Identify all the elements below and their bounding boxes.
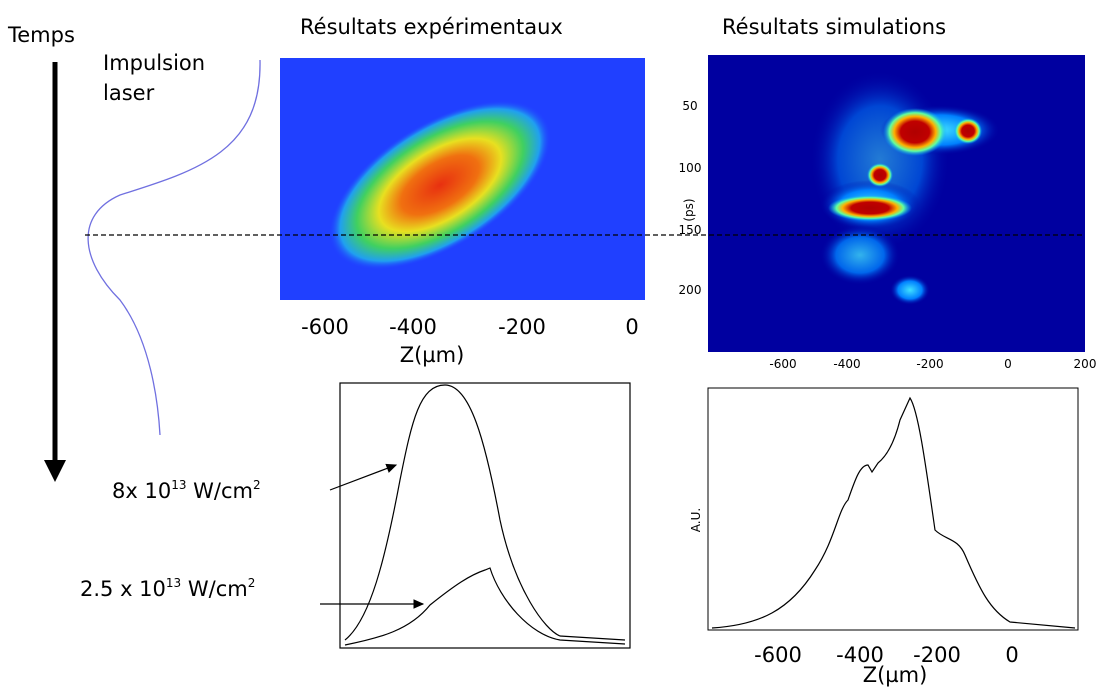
profile-high <box>344 384 626 641</box>
x-tick-label: 0 <box>1005 643 1018 667</box>
sim-profile-box <box>707 387 1079 631</box>
y-tick-label: 200 <box>679 283 702 297</box>
x-tick-label: -400 <box>389 315 437 339</box>
time-label: Temps <box>7 23 75 47</box>
y-axis-label: (ps) <box>682 198 696 221</box>
y-tick-label: 50 <box>682 99 697 113</box>
exp-title: Résultats expérimentaux <box>300 15 563 39</box>
y-axis-label: A.U. <box>689 508 703 532</box>
x-axis-label: Z(µm) <box>863 663 928 687</box>
time-arrow-head <box>44 460 66 482</box>
profile-low <box>344 567 626 646</box>
pulse-curve <box>87 59 261 436</box>
x-tick-label: -600 <box>301 315 349 339</box>
x-tick-label: -600 <box>769 357 796 371</box>
x-tick-label: -600 <box>754 643 802 667</box>
x-tick-label: 200 <box>1074 357 1097 371</box>
x-tick-label: -200 <box>498 315 546 339</box>
sim-spots <box>810 70 1000 305</box>
pointer-arrow <box>329 463 398 491</box>
x-tick-label: -200 <box>913 643 961 667</box>
x-tick-label: -200 <box>916 357 943 371</box>
pulse-label: Impulsion <box>103 51 205 75</box>
pulse-label: laser <box>103 81 155 105</box>
sim-title: Résultats simulations <box>722 15 946 39</box>
exp-spot <box>329 100 551 270</box>
x-tick-label: -400 <box>836 643 884 667</box>
x-tick-label: 0 <box>1004 357 1012 371</box>
x-axis-label: Z(µm) <box>400 343 465 367</box>
sim-profile-curve <box>711 396 1076 629</box>
exp-profile-box <box>339 382 631 649</box>
x-tick-label: 0 <box>625 315 638 339</box>
y-tick-label: 100 <box>679 161 702 175</box>
intensity-label: 8x 1013 W/cm2 <box>112 478 261 503</box>
y-tick-label: 150 <box>679 223 702 237</box>
intensity-label: 2.5 x 1013 W/cm2 <box>80 576 255 601</box>
x-tick-label: -400 <box>833 357 860 371</box>
